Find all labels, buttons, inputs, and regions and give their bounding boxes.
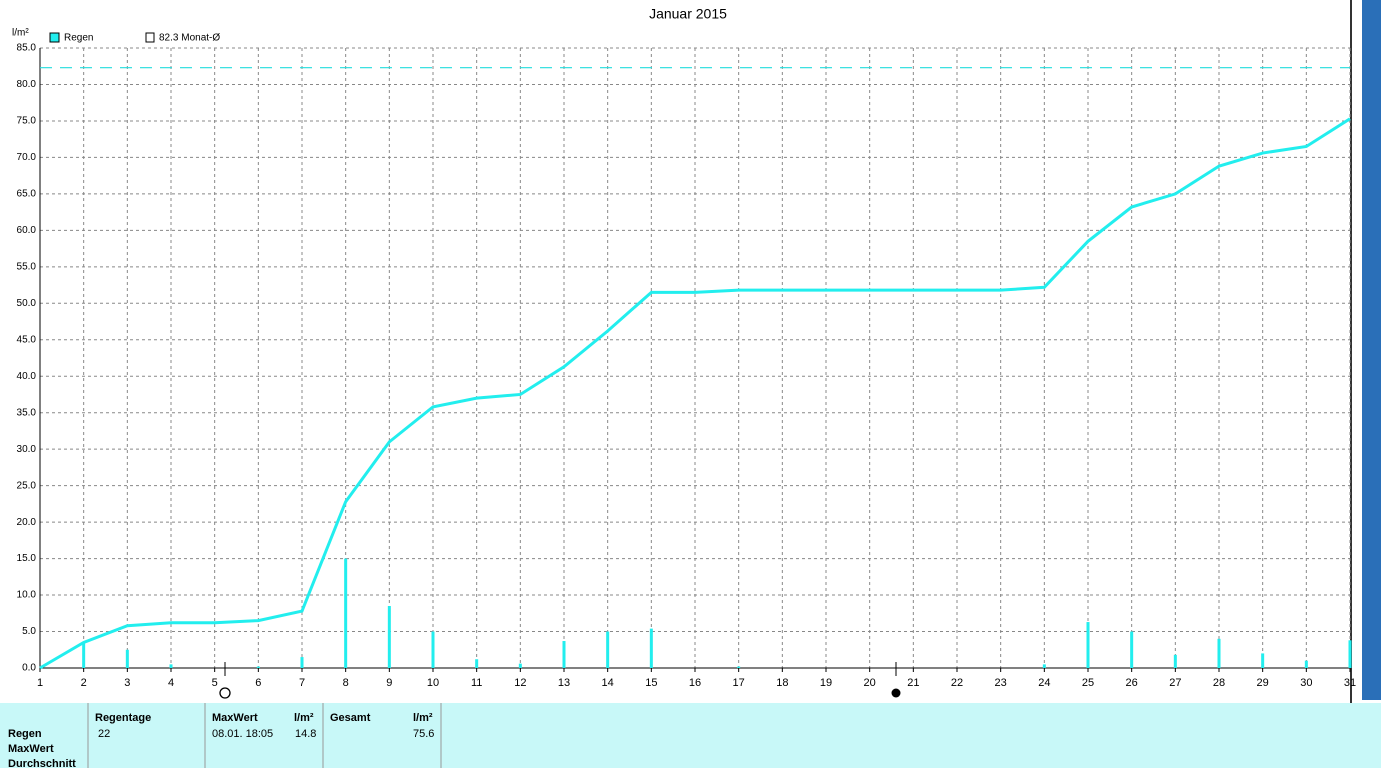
x-tick-label: 6 [255, 677, 261, 689]
bar [256, 666, 260, 668]
y-tick-label: 55.0 [17, 261, 37, 272]
y-tick-label: 10.0 [17, 590, 37, 601]
x-tick-label: 30 [1300, 677, 1312, 689]
row-label: Durchschnitt [8, 758, 76, 768]
column-header: Regentage [95, 712, 151, 724]
new-moon-icon [891, 688, 901, 698]
y-tick-label: 80.0 [17, 79, 37, 90]
stats-background [0, 703, 1381, 768]
chart-title: Januar 2015 [649, 6, 727, 22]
x-tick-label: 3 [124, 677, 130, 689]
x-tick-label: 11 [471, 677, 482, 689]
y-tick-label: 5.0 [22, 626, 36, 637]
y-tick-label: 15.0 [17, 553, 37, 564]
column-header: l/m² [413, 712, 433, 724]
bar [82, 642, 86, 668]
x-tick-label: 27 [1169, 677, 1181, 689]
full-moon-icon [219, 687, 231, 699]
x-tick-label: 9 [386, 677, 392, 689]
x-tick-label: 21 [907, 677, 919, 689]
stat-value: 14.8 [295, 728, 316, 740]
y-tick-label: 65.0 [17, 189, 37, 200]
bar [431, 631, 435, 668]
x-tick-label: 17 [733, 677, 745, 689]
y-tick-label: 30.0 [17, 444, 37, 455]
column-header: MaxWert [212, 712, 258, 724]
legend-swatch [145, 32, 155, 43]
x-tick-label: 8 [343, 677, 349, 689]
stat-value: 75.6 [413, 728, 434, 740]
y-tick-label: 85.0 [17, 43, 37, 54]
bar [1348, 640, 1352, 668]
row-label: Regen [8, 728, 42, 740]
x-tick-label: 28 [1213, 677, 1225, 689]
bar [649, 628, 653, 668]
y-axis-label: l/m² [12, 28, 29, 39]
desktop-edge [1362, 0, 1381, 700]
bar [300, 657, 304, 668]
x-tick-label: 5 [212, 677, 218, 689]
stat-value: 22 [98, 728, 110, 740]
x-tick-label: 4 [168, 677, 174, 689]
y-tick-label: 0.0 [22, 663, 36, 674]
cumulative-line [39, 117, 1351, 670]
y-tick-label: 50.0 [17, 298, 37, 309]
x-tick-label: 29 [1257, 677, 1269, 689]
y-tick-label: 60.0 [17, 225, 37, 236]
legend-label: Regen [64, 33, 93, 44]
bar [169, 664, 173, 668]
x-tick-label: 20 [864, 677, 876, 689]
legend-label: 82.3 Monat-Ø [159, 33, 220, 44]
bar [1086, 622, 1090, 668]
x-tick-label: 12 [514, 677, 526, 689]
y-tick-label: 35.0 [17, 407, 37, 418]
row-label: MaxWert [8, 743, 54, 755]
column-header: l/m² [294, 712, 314, 724]
bar [387, 606, 391, 668]
bar [1217, 638, 1221, 668]
y-tick-label: 20.0 [17, 517, 37, 528]
x-tick-label: 26 [1126, 677, 1138, 689]
x-tick-label: 25 [1082, 677, 1094, 689]
y-tick-label: 75.0 [17, 116, 37, 127]
bar [606, 631, 610, 668]
stat-value: 08.01. 18:05 [212, 728, 273, 740]
x-tick-label: 16 [689, 677, 701, 689]
legend-swatch [49, 32, 60, 43]
x-tick-label: 10 [427, 677, 439, 689]
bar [1042, 664, 1046, 668]
x-tick-label: 15 [645, 677, 657, 689]
x-tick-label: 1 [37, 677, 43, 689]
bar [1130, 631, 1134, 668]
x-tick-label: 7 [299, 677, 305, 689]
column-header: Gesamt [330, 712, 371, 724]
x-tick-label: 18 [776, 677, 788, 689]
x-tick-label: 2 [81, 677, 87, 689]
bar [1261, 653, 1265, 668]
x-tick-label: 13 [558, 677, 570, 689]
stats-panel: Regen MaxWert Durchschnitt Regentage Max… [0, 703, 1381, 770]
bar [737, 666, 741, 668]
bar [475, 659, 479, 668]
y-tick-label: 45.0 [17, 334, 37, 345]
y-tick-label: 25.0 [17, 480, 37, 491]
x-tick-label: 24 [1038, 677, 1050, 689]
bar [562, 641, 566, 668]
bar [1304, 660, 1308, 668]
bar [518, 663, 522, 668]
x-tick-label: 23 [995, 677, 1007, 689]
x-tick-label: 19 [820, 677, 832, 689]
x-tick-label: 14 [602, 677, 614, 689]
y-tick-label: 70.0 [17, 152, 37, 163]
bar [344, 558, 348, 668]
x-tick-label: 31 [1344, 677, 1356, 689]
bar [1173, 654, 1177, 668]
x-tick-label: 22 [951, 677, 963, 689]
bar [125, 649, 129, 668]
y-tick-label: 40.0 [17, 371, 37, 382]
